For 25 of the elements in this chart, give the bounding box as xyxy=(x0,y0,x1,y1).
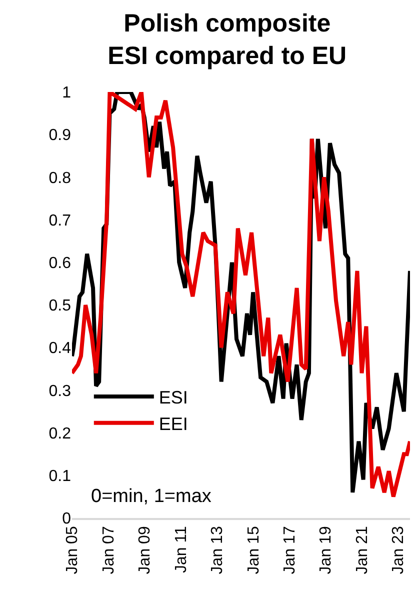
legend-label: ESI xyxy=(158,388,188,408)
chart-title: Polish composite ESI compared to EU xyxy=(108,9,347,70)
y-tick-label: 0.4 xyxy=(48,340,72,358)
x-tick-label: Jan 11 xyxy=(172,526,190,574)
x-tick-label: Jan 17 xyxy=(282,526,299,574)
y-tick-label: 0.3 xyxy=(48,382,72,400)
y-tick-label: 0.1 xyxy=(48,468,72,485)
x-tick-label: Jan 23 xyxy=(390,526,408,574)
x-tick-label: Jan 13 xyxy=(209,526,226,574)
y-tick-label: 0.5 xyxy=(48,298,72,315)
y-tick-label: 0.6 xyxy=(48,255,72,272)
x-tick-label: Jan 15 xyxy=(245,526,262,574)
y-tick-label: 0.2 xyxy=(48,425,72,442)
x-tick-label: Jan 21 xyxy=(354,526,371,574)
annotation: 0=min, 1=max xyxy=(91,486,212,507)
y-tick-label: 0.7 xyxy=(48,212,72,230)
legend-label: EEI xyxy=(158,414,188,434)
x-tick-label: Jan 05 xyxy=(64,526,82,574)
x-tick-label: Jan 07 xyxy=(100,526,118,574)
x-tick-label: Jan 19 xyxy=(318,526,335,574)
y-tick-label: 1 xyxy=(62,84,72,102)
y-tick-label: 0.9 xyxy=(48,127,72,144)
y-tick-label: 0 xyxy=(62,510,72,528)
x-tick-label: Jan 09 xyxy=(136,526,154,574)
y-tick-label: 0.8 xyxy=(48,170,72,187)
